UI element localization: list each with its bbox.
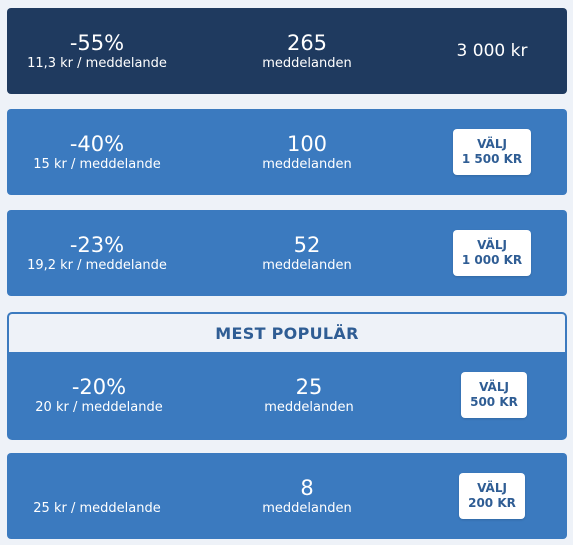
- plan-price-per-message: 20 kr / meddelande: [35, 399, 163, 415]
- choose-plan-button[interactable]: VÄLJ 1 500 KR: [453, 129, 531, 175]
- choose-price: 500 KR: [470, 395, 518, 409]
- plan-discount-column: -20% 20 kr / meddelande: [9, 352, 189, 438]
- plan-price: 3 000 kr: [456, 41, 528, 61]
- plan-count-label: meddelanden: [262, 500, 352, 516]
- choose-label: VÄLJ: [479, 380, 509, 394]
- plan-message-count: 52: [293, 232, 321, 257]
- choose-plan-button[interactable]: VÄLJ 500 KR: [461, 372, 527, 418]
- plan-body: -20% 20 kr / meddelande 25 meddelanden V…: [9, 352, 565, 438]
- plan-count-column: 265 meddelanden: [217, 8, 397, 94]
- plan-count-label: meddelanden: [262, 55, 352, 71]
- plan-100: -40% 15 kr / meddelande 100 meddelanden …: [7, 109, 567, 195]
- plan-discount-column: -40% 15 kr / meddelande: [7, 109, 187, 195]
- plan-25-most-popular: MEST POPULÄR -20% 20 kr / meddelande 25 …: [7, 312, 567, 440]
- plan-count-column: 100 meddelanden: [217, 109, 397, 195]
- plan-price-column: VÄLJ 1 000 KR: [417, 210, 567, 296]
- plan-discount-column: 25 kr / meddelande: [7, 453, 187, 539]
- choose-price: 1 500 KR: [461, 152, 523, 166]
- choose-label: VÄLJ: [477, 137, 507, 151]
- choose-label: VÄLJ: [477, 238, 507, 252]
- plan-message-count: 100: [286, 131, 328, 156]
- plan-price-column: VÄLJ 200 KR: [417, 453, 567, 539]
- plan-count-label: meddelanden: [262, 156, 352, 172]
- plan-price-per-message: 19,2 kr / meddelande: [27, 257, 167, 273]
- plan-price-per-message: 15 kr / meddelande: [33, 156, 161, 172]
- most-popular-badge: MEST POPULÄR: [9, 314, 565, 352]
- plan-discount-column: -23% 19,2 kr / meddelande: [7, 210, 187, 296]
- plan-price-per-message: 25 kr / meddelande: [33, 500, 161, 516]
- plan-message-count: 25: [295, 374, 323, 399]
- plan-count-label: meddelanden: [264, 399, 354, 415]
- plan-discount: -55%: [69, 30, 125, 55]
- choose-price: 200 KR: [468, 496, 516, 510]
- plan-message-count: 265: [286, 30, 328, 55]
- plan-message-count: 8: [300, 475, 314, 500]
- plan-count-column: 25 meddelanden: [219, 352, 399, 438]
- plan-52: -23% 19,2 kr / meddelande 52 meddelanden…: [7, 210, 567, 296]
- plan-count-column: 52 meddelanden: [217, 210, 397, 296]
- choose-plan-button[interactable]: VÄLJ 200 KR: [459, 473, 525, 519]
- plan-price-column: VÄLJ 1 500 KR: [417, 109, 567, 195]
- plan-count-label: meddelanden: [262, 257, 352, 273]
- plan-price-per-message: 11,3 kr / meddelande: [27, 55, 167, 71]
- plan-discount: -23%: [69, 232, 125, 257]
- choose-plan-button[interactable]: VÄLJ 1 000 KR: [453, 230, 531, 276]
- plan-8: 25 kr / meddelande 8 meddelanden VÄLJ 20…: [7, 453, 567, 539]
- choose-price: 1 000 KR: [461, 253, 523, 267]
- plan-count-column: 8 meddelanden: [217, 453, 397, 539]
- plan-265-selected[interactable]: -55% 11,3 kr / meddelande 265 meddelande…: [7, 8, 567, 94]
- plan-discount-column: -55% 11,3 kr / meddelande: [7, 8, 187, 94]
- plan-discount: -40%: [69, 131, 125, 156]
- plan-price-column: 3 000 kr: [417, 8, 567, 94]
- choose-label: VÄLJ: [477, 481, 507, 495]
- plan-price-column: VÄLJ 500 KR: [419, 352, 565, 438]
- plan-discount: -20%: [71, 374, 127, 399]
